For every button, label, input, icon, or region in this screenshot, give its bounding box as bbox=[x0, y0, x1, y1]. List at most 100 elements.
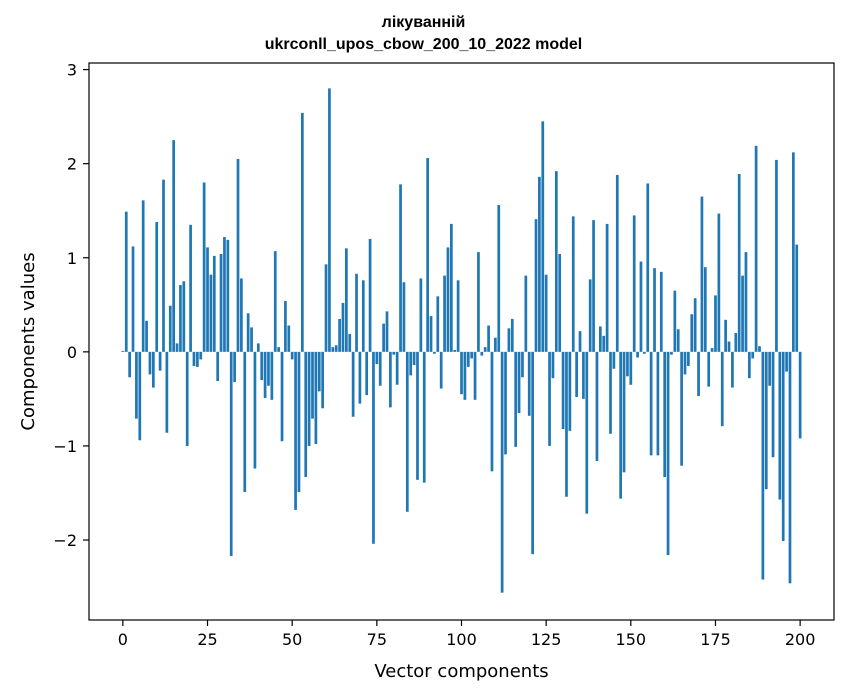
y-tick-label: 1 bbox=[67, 249, 77, 268]
bar bbox=[636, 351, 639, 358]
bar bbox=[280, 351, 284, 442]
bar bbox=[284, 301, 287, 352]
bar bbox=[558, 254, 562, 352]
bar bbox=[764, 351, 768, 490]
chart-title-line2: ukrconll_upos_cbow_200_10_2022 model bbox=[264, 36, 583, 53]
bar bbox=[324, 264, 328, 352]
bar bbox=[402, 282, 406, 352]
bar bbox=[165, 351, 169, 433]
bar bbox=[175, 343, 179, 352]
bar bbox=[355, 273, 358, 352]
bar bbox=[754, 145, 758, 352]
bar bbox=[361, 280, 365, 352]
bar bbox=[588, 279, 592, 352]
bar bbox=[598, 326, 602, 352]
bar bbox=[582, 351, 585, 399]
bar bbox=[294, 351, 297, 510]
bar bbox=[761, 351, 765, 580]
bar bbox=[162, 179, 165, 352]
bar bbox=[483, 347, 487, 352]
bar bbox=[409, 351, 413, 376]
bar bbox=[236, 158, 240, 352]
bar bbox=[795, 244, 799, 352]
bar bbox=[168, 305, 172, 352]
bar bbox=[446, 247, 450, 352]
bar bbox=[443, 275, 446, 352]
y-axis-ticks: −2 −1 0 1 2 3 bbox=[53, 61, 89, 550]
bar bbox=[131, 246, 135, 352]
bar bbox=[639, 261, 643, 352]
bar bbox=[592, 220, 595, 352]
bar bbox=[378, 351, 382, 386]
bar bbox=[182, 281, 186, 352]
bar bbox=[731, 351, 734, 388]
bar bbox=[412, 351, 416, 366]
bar bbox=[771, 351, 775, 458]
bar bbox=[507, 328, 511, 352]
bar bbox=[290, 351, 294, 360]
bar bbox=[670, 351, 673, 355]
bar bbox=[219, 254, 223, 352]
bar bbox=[602, 335, 606, 352]
bar bbox=[751, 351, 755, 359]
x-tick-label: 0 bbox=[118, 630, 128, 649]
bar bbox=[568, 351, 572, 431]
bar bbox=[531, 351, 534, 555]
bar bbox=[585, 351, 589, 514]
bar bbox=[680, 351, 683, 466]
bar bbox=[141, 200, 145, 352]
bar bbox=[798, 351, 802, 439]
bar bbox=[419, 278, 423, 352]
bar bbox=[578, 331, 582, 352]
bar bbox=[785, 351, 788, 372]
bar bbox=[768, 351, 772, 386]
bar bbox=[720, 351, 724, 427]
bar bbox=[405, 351, 409, 512]
bar bbox=[646, 183, 650, 352]
bar bbox=[497, 205, 501, 352]
x-tick-label: 50 bbox=[282, 630, 302, 649]
bar bbox=[372, 351, 375, 544]
bar bbox=[470, 351, 474, 359]
bar bbox=[253, 351, 257, 469]
bar bbox=[524, 275, 528, 352]
y-tick-label: −2 bbox=[53, 531, 77, 550]
bar bbox=[317, 351, 321, 392]
bar bbox=[690, 314, 694, 352]
bar bbox=[466, 351, 470, 367]
bar bbox=[341, 302, 345, 352]
bar bbox=[124, 211, 128, 352]
bar bbox=[683, 351, 687, 375]
bar bbox=[172, 140, 176, 352]
bar bbox=[300, 112, 304, 352]
x-tick-label: 75 bbox=[367, 630, 387, 649]
bar bbox=[226, 239, 230, 352]
bar bbox=[747, 351, 751, 379]
bar bbox=[612, 351, 616, 369]
bar bbox=[382, 323, 385, 352]
bar bbox=[619, 351, 623, 499]
bar bbox=[334, 345, 338, 352]
bar bbox=[433, 351, 436, 354]
bar bbox=[676, 329, 680, 352]
bar bbox=[544, 274, 548, 352]
bar bbox=[135, 351, 138, 419]
bar bbox=[541, 121, 545, 352]
bars-group bbox=[121, 88, 802, 593]
bar bbox=[192, 351, 196, 366]
y-axis-label: Components values bbox=[18, 252, 39, 430]
bar bbox=[151, 351, 155, 388]
bar bbox=[121, 350, 125, 352]
bar bbox=[632, 215, 636, 352]
bar bbox=[395, 351, 399, 385]
bar bbox=[775, 159, 778, 352]
bar bbox=[605, 223, 609, 352]
bar bbox=[473, 351, 477, 400]
bar bbox=[653, 268, 656, 352]
y-tick-label: 3 bbox=[67, 61, 77, 80]
bar bbox=[649, 351, 653, 456]
bar bbox=[273, 251, 277, 352]
bar bbox=[758, 346, 761, 352]
x-axis-label: Vector components bbox=[374, 661, 548, 682]
bar bbox=[517, 351, 521, 414]
